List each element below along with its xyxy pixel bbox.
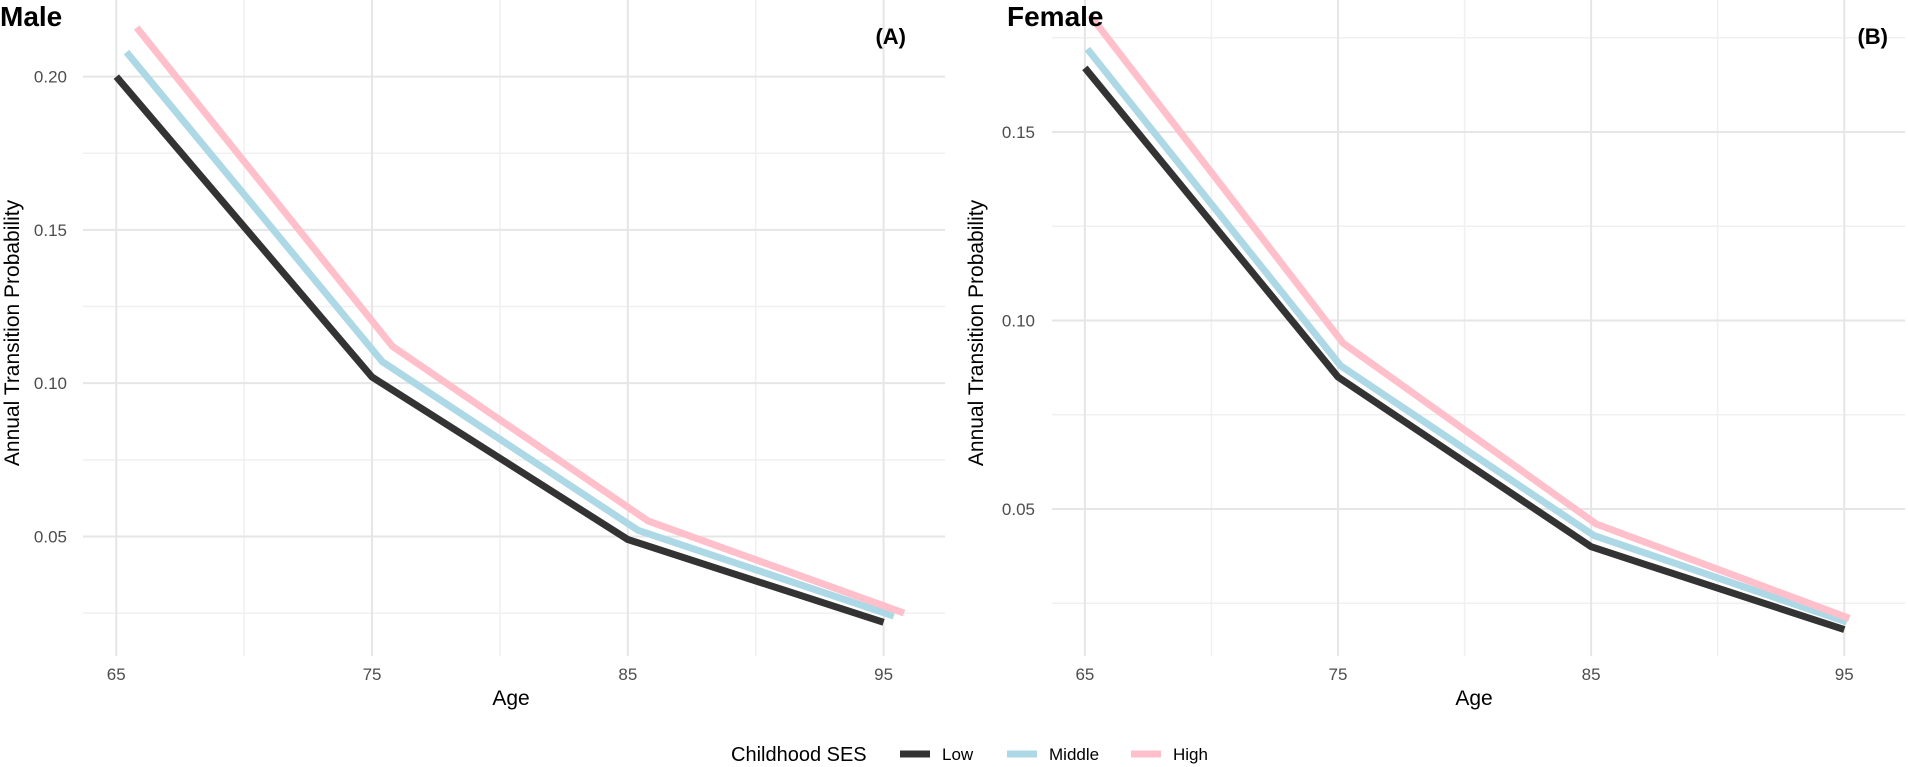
male-y-axis-title: Annual Transition Probability [1,199,24,466]
male-panel-title: Male [0,1,62,32]
female-panel-tag: (B) [1857,24,1888,49]
male-y-tick-label: 0.10 [34,374,67,393]
female-x-tick-label: 65 [1075,665,1094,684]
male-panel: 65 75 85 95 0.05 0.10 0.15 0.20 Male (A) Age An… [0,0,945,710]
female-x-tick-label: 85 [1582,665,1601,684]
legend-label-middle: Middle [1049,745,1099,764]
female-y-tick-label: 0.15 [1002,123,1035,142]
female-series-middle-line [1084,46,1848,626]
female-y-tick-label: 0.05 [1002,500,1035,519]
male-gridlines [83,0,945,656]
male-x-tick-label: 65 [107,665,126,684]
legend-label-high: High [1173,745,1208,764]
male-series-low-line [113,74,885,626]
legend-title: Childhood SES [731,744,867,766]
male-y-tick-label: 0.15 [34,221,67,240]
female-panel-title: Female [1007,1,1104,32]
male-tick-labels: 65 75 85 95 0.05 0.10 0.15 0.20 [34,68,893,684]
male-x-axis-title: Age [492,687,529,710]
legend-items: Low Middle High [900,745,1208,764]
female-series-high-line [1087,12,1851,622]
female-panel: 65 75 85 95 0.05 0.10 0.15 Female (B) Age Annu… [965,0,1905,710]
male-series [113,25,906,626]
female-y-axis-title: Annual Transition Probability [965,199,988,466]
female-gridlines [1052,0,1905,656]
female-x-tick-label: 95 [1835,665,1854,684]
female-tick-labels: 65 75 85 95 0.05 0.10 0.15 [1002,123,1854,684]
male-y-tick-label: 0.20 [34,68,67,87]
male-series-middle-line [123,49,895,620]
female-y-tick-label: 0.10 [1002,311,1035,330]
legend-label-low: Low [942,745,974,764]
male-series-high-line [133,25,906,617]
male-x-tick-label: 75 [363,665,382,684]
female-x-tick-label: 75 [1329,665,1348,684]
male-panel-tag: (A) [875,24,906,49]
female-series [1082,12,1851,633]
female-x-axis-title: Age [1455,687,1492,710]
male-x-tick-label: 85 [618,665,637,684]
female-series-low-line [1082,65,1846,633]
male-y-tick-label: 0.05 [34,527,67,546]
male-x-tick-label: 95 [874,665,893,684]
legend: Childhood SES Low Middle High [731,744,1208,766]
